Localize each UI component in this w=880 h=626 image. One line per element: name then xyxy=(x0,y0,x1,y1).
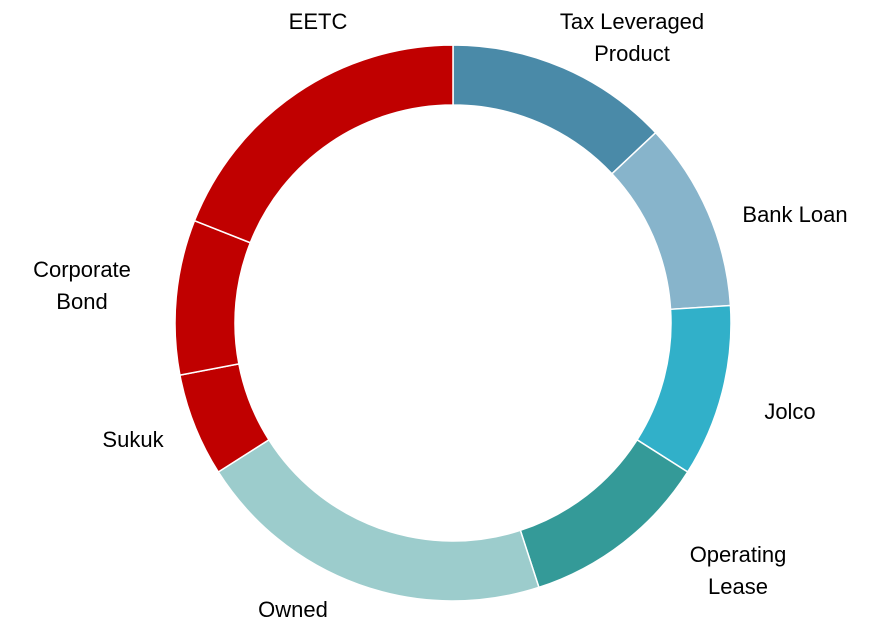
segment-label: Owned xyxy=(258,597,328,622)
donut-segment xyxy=(217,438,540,602)
segment-label: Bank Loan xyxy=(742,202,848,227)
segment-label: EETC xyxy=(288,9,348,34)
donut-segment xyxy=(636,304,732,473)
donut-segment xyxy=(174,219,252,376)
segment-label: Corporate Bond xyxy=(33,257,131,314)
donut-segment xyxy=(193,44,454,244)
segment-label: Sukuk xyxy=(102,427,164,452)
donut-segment xyxy=(610,131,732,311)
segment-label: Operating Lease xyxy=(689,542,787,599)
segment-label: Jolco xyxy=(764,399,816,424)
segment-label: Tax Leveraged Product xyxy=(559,9,705,66)
